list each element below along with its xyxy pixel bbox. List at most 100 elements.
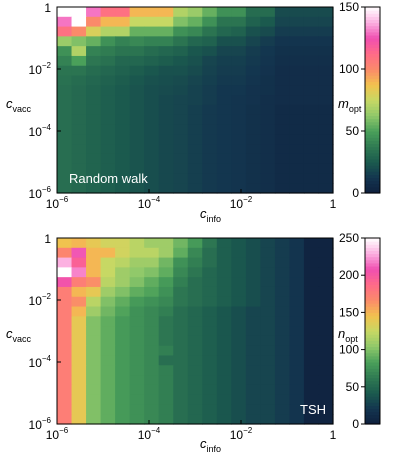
heatmap-cell: [100, 183, 116, 194]
heatmap-cell: [274, 238, 291, 249]
heatmap-cell: [245, 267, 261, 278]
heatmap-cell: [318, 134, 334, 145]
heatmap-cell: [57, 36, 73, 47]
heatmap-cell: [187, 326, 203, 337]
heatmap-cell: [173, 95, 189, 106]
heatmap-cell: [115, 144, 131, 155]
y-tick-label: 10−6: [29, 416, 52, 432]
heatmap-cell: [231, 104, 247, 116]
heatmap-cell: [216, 75, 232, 86]
colorbar-segment: [365, 115, 380, 120]
heatmap-cell: [129, 26, 145, 37]
heatmap-cell: [71, 7, 87, 18]
colorbar-segment: [365, 349, 380, 354]
x-tick-label: 10−2: [230, 426, 253, 442]
heatmap-cell: [303, 75, 320, 86]
heatmap-cell: [173, 306, 189, 317]
heatmap-cell: [158, 7, 174, 18]
heatmap-cell: [115, 306, 131, 317]
colorbar-segment: [365, 247, 380, 251]
heatmap-cell: [187, 267, 203, 278]
heatmap-cell: [289, 65, 305, 77]
heatmap-cell: [86, 7, 102, 18]
heatmap-cell: [158, 16, 174, 28]
heatmap-cell: [303, 36, 320, 47]
colorbar-segment: [365, 146, 380, 151]
heatmap-cell: [100, 26, 116, 37]
heatmap-cell: [245, 238, 261, 249]
heatmap-cell: [303, 153, 320, 165]
heatmap-cell: [173, 286, 189, 298]
heatmap-cell: [274, 26, 291, 37]
x-axis-label-base: c: [200, 206, 207, 221]
heatmap-cell: [144, 394, 160, 406]
heatmap-cell: [245, 277, 261, 288]
heatmap-cell: [187, 247, 203, 259]
heatmap-cell: [274, 114, 291, 126]
colorbar-segment: [365, 343, 380, 348]
heatmap-cell: [202, 277, 218, 288]
heatmap-cell: [260, 144, 276, 155]
heatmap-cell: [115, 134, 131, 145]
x-axis-label-sub: info: [207, 214, 222, 224]
heatmap-cell: [231, 296, 247, 308]
heatmap-cell: [86, 335, 102, 347]
heatmap-cell: [318, 173, 334, 184]
heatmap-cell: [144, 163, 160, 175]
heatmap-cell: [144, 134, 160, 145]
heatmap-cell: [115, 85, 131, 96]
heatmap-cell: [245, 134, 261, 145]
colorbar-tick-label: 100: [339, 62, 359, 76]
heatmap-cell: [231, 173, 247, 184]
heatmap-cell: [144, 85, 160, 96]
heatmap-cell: [57, 173, 73, 184]
heatmap-cell: [129, 16, 145, 28]
heatmap-cell: [115, 335, 131, 347]
colorbar-segment: [365, 75, 380, 79]
y-axis-label-base: c: [6, 96, 13, 111]
heatmap-cell: [86, 257, 102, 268]
heatmap-cell: [71, 277, 87, 288]
heatmap-cell: [129, 404, 145, 415]
heatmap-cell: [289, 26, 305, 37]
heatmap-cell: [100, 267, 116, 278]
heatmap-cell: [202, 247, 218, 259]
heatmap-cell: [289, 95, 305, 106]
heatmap-cell: [129, 257, 145, 268]
heatmap-cell: [231, 46, 247, 57]
heatmap-cell: [115, 36, 131, 47]
colorbar-segment: [365, 143, 380, 148]
x-tick-label: 10−6: [46, 195, 69, 211]
heatmap-cell: [144, 296, 160, 308]
heatmap-cell: [318, 277, 334, 288]
heatmap-cell: [274, 345, 291, 357]
colorbar-segment: [365, 124, 380, 129]
heatmap-cell: [318, 7, 334, 18]
colorbar-segment: [365, 19, 380, 24]
heatmap-cell: [158, 316, 174, 327]
heatmap-cell: [173, 16, 189, 28]
heatmap-cell: [303, 95, 320, 106]
heatmap-cell: [289, 46, 305, 57]
heatmap-cell: [274, 153, 291, 165]
heatmap-cell: [100, 173, 116, 184]
heatmap-cell: [100, 104, 116, 116]
heatmap-cell: [245, 104, 261, 116]
heatmap-cell: [158, 384, 174, 396]
heatmap-cell: [260, 326, 276, 337]
heatmap-cell: [202, 55, 218, 67]
heatmap-cell: [100, 257, 116, 268]
heatmap-cell: [318, 163, 334, 175]
heatmap-cell: [100, 55, 116, 67]
heatmap-cell: [100, 153, 116, 165]
colorbar-segment: [365, 69, 380, 73]
heatmap-cell: [173, 144, 189, 155]
heatmap-cell: [57, 85, 73, 96]
colorbar-segment: [365, 411, 380, 416]
heatmap-cell: [260, 247, 276, 259]
heatmap-cell: [216, 55, 232, 67]
heatmap-cell: [318, 75, 334, 86]
heatmap-cell: [303, 394, 320, 406]
heatmap-cell: [100, 238, 116, 249]
heatmap-cell: [202, 26, 218, 37]
